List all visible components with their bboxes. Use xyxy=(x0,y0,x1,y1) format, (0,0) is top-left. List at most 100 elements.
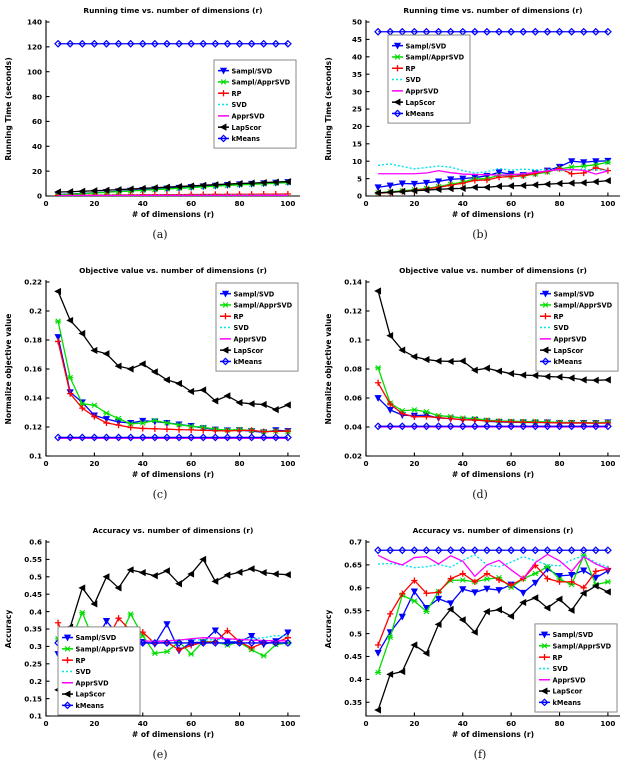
series-markers-rp xyxy=(374,562,612,649)
y-tick-label: 0 xyxy=(37,192,42,201)
data-point-marker xyxy=(374,649,382,657)
data-point-marker xyxy=(591,27,600,36)
x-tick-label: 40 xyxy=(458,199,468,208)
data-point-marker xyxy=(398,422,407,431)
data-point-marker xyxy=(259,39,268,48)
data-point-marker xyxy=(470,422,479,431)
data-point-marker xyxy=(211,433,220,442)
data-point-marker xyxy=(568,164,575,170)
data-point-marker xyxy=(483,183,490,191)
data-point-marker xyxy=(175,426,183,433)
data-point-marker xyxy=(102,350,110,358)
data-point-marker xyxy=(284,427,292,435)
data-point-marker xyxy=(126,433,135,442)
y-tick-label: 0.12 xyxy=(344,307,362,316)
legend: Sampl/SVD Sampl/ApprSVD RP SVD ApprSVD LapSco… xyxy=(215,282,299,372)
data-point-marker xyxy=(603,422,612,431)
data-point-marker xyxy=(398,613,406,621)
data-point-marker xyxy=(66,433,75,442)
data-point-marker xyxy=(236,427,243,434)
data-point-marker xyxy=(544,575,551,582)
data-point-marker xyxy=(603,546,612,555)
chart-panel-f: Accuracy vs. number of dimensions (r) 0 20… xyxy=(320,520,640,780)
data-point-marker xyxy=(543,27,552,36)
data-point-marker xyxy=(374,365,382,371)
y-tick-label: 30 xyxy=(352,87,362,96)
data-point-marker xyxy=(470,366,478,374)
y-tick-label: 0.7 xyxy=(349,538,362,547)
data-point-marker xyxy=(434,422,443,431)
data-point-marker xyxy=(200,427,207,434)
data-point-marker xyxy=(579,376,587,384)
data-point-marker xyxy=(126,365,134,373)
data-point-marker xyxy=(495,182,502,190)
data-point-marker xyxy=(386,188,394,196)
data-point-marker xyxy=(471,177,478,184)
data-point-marker xyxy=(555,422,564,431)
data-point-marker xyxy=(422,355,430,364)
data-point-marker xyxy=(114,362,122,370)
data-point-marker xyxy=(139,629,146,636)
data-point-marker xyxy=(188,651,195,657)
x-tick-label: 60 xyxy=(506,199,516,208)
data-point-marker xyxy=(126,566,134,574)
x-tick-label: 100 xyxy=(600,199,615,208)
data-point-marker xyxy=(410,546,419,555)
data-point-marker xyxy=(410,180,418,188)
data-point-marker xyxy=(127,611,134,617)
y-tick-label: 0.14 xyxy=(24,394,42,403)
data-point-marker xyxy=(520,419,527,426)
x-tick-label: 100 xyxy=(280,459,295,468)
data-point-marker xyxy=(223,180,231,188)
legend-label: Sampl/SVD xyxy=(232,67,273,75)
data-point-marker xyxy=(519,422,528,431)
y-tick-label: 0.02 xyxy=(344,452,362,461)
data-point-marker xyxy=(592,161,599,168)
data-point-marker xyxy=(399,590,406,597)
legend: Sampl/SVD Sampl/ApprSVD RP SVD ApprSVD LapSco… xyxy=(213,59,297,149)
data-point-marker xyxy=(386,332,394,340)
data-point-marker xyxy=(54,433,63,442)
data-point-marker xyxy=(175,646,183,653)
data-point-marker xyxy=(151,650,158,657)
data-point-marker xyxy=(150,184,158,192)
data-point-marker xyxy=(248,427,255,434)
data-point-marker xyxy=(188,426,195,433)
y-tick-label: 0.65 xyxy=(344,561,362,570)
data-point-marker xyxy=(138,39,147,48)
data-point-marker xyxy=(394,54,401,60)
data-point-marker xyxy=(591,582,599,590)
data-point-marker xyxy=(211,397,219,405)
y-tick-label: 0.2 xyxy=(29,307,42,316)
y-tick-label: 0.6 xyxy=(29,538,42,547)
chart-panel-c: Objective value vs. number of dimensions… xyxy=(0,260,320,520)
data-point-marker xyxy=(114,39,123,48)
data-point-marker xyxy=(531,594,539,602)
x-axis-label: # of dimensions (r) xyxy=(452,210,534,219)
chart-panel-b: Running time vs. number of dimensions (r… xyxy=(320,0,640,260)
data-point-marker xyxy=(592,158,600,166)
y-tick-label: 20 xyxy=(352,122,362,131)
data-point-marker xyxy=(67,390,74,397)
data-point-marker xyxy=(387,400,394,408)
x-tick-label: 40 xyxy=(138,459,148,468)
data-point-marker xyxy=(568,578,575,585)
data-point-marker xyxy=(175,182,182,191)
data-point-marker xyxy=(222,302,229,308)
data-point-marker xyxy=(63,701,72,710)
data-point-marker xyxy=(102,39,111,48)
panel-caption-b: (b) xyxy=(472,228,488,241)
data-point-marker xyxy=(90,187,98,195)
data-point-marker xyxy=(283,433,292,442)
data-point-marker xyxy=(410,588,418,596)
data-point-marker xyxy=(374,546,383,555)
data-point-marker xyxy=(471,589,479,597)
x-tick-label: 40 xyxy=(138,719,148,728)
data-point-marker xyxy=(187,39,196,48)
data-point-marker xyxy=(398,546,407,555)
y-tick-label: 45 xyxy=(352,35,362,44)
data-point-marker xyxy=(271,433,280,442)
legend-label: Sampl/SVD xyxy=(406,42,447,50)
data-point-marker xyxy=(54,188,62,196)
data-point-marker xyxy=(567,606,575,614)
